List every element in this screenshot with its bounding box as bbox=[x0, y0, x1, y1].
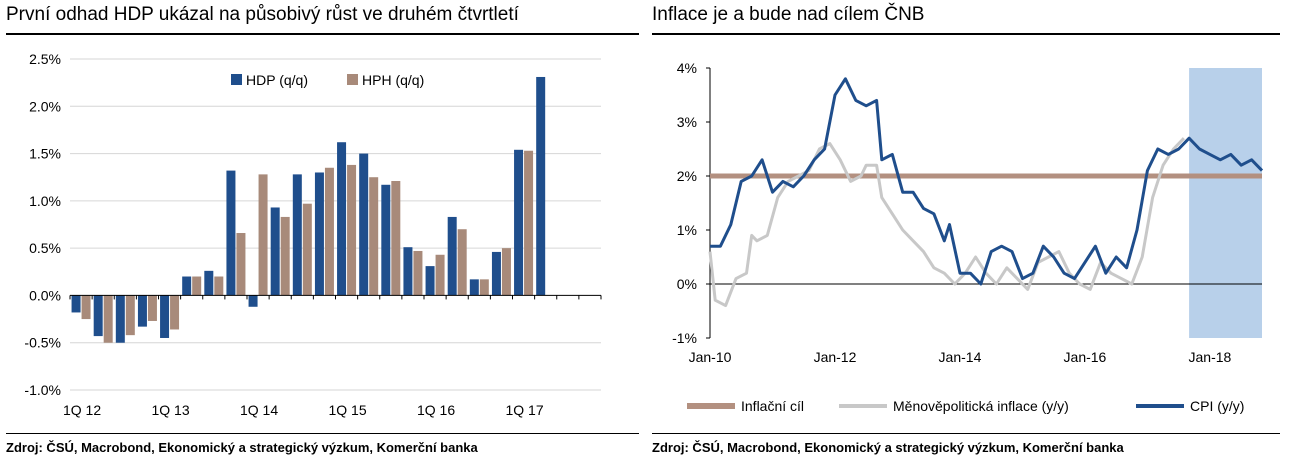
bar bbox=[391, 180, 401, 296]
bar bbox=[192, 276, 202, 296]
bar bbox=[501, 248, 511, 296]
legend-label: HDP (q/q) bbox=[246, 72, 308, 88]
y-tick-label: 2.5% bbox=[29, 51, 61, 67]
bar bbox=[81, 295, 91, 320]
y-tick-label: -1.0% bbox=[24, 382, 61, 398]
y-tick-label: 1% bbox=[677, 222, 697, 238]
bar bbox=[447, 216, 457, 296]
bar bbox=[524, 150, 534, 296]
bar bbox=[226, 170, 236, 296]
left-source-note: Zdroj: ČSÚ, Macrobond, Ekonomický a stra… bbox=[6, 440, 478, 455]
bar bbox=[270, 207, 280, 296]
right-source-rule bbox=[652, 433, 1280, 434]
y-tick-label: 2% bbox=[677, 168, 697, 184]
bar bbox=[204, 270, 214, 296]
x-tick-label: Jan-12 bbox=[814, 349, 857, 365]
bar bbox=[214, 276, 224, 296]
legend-label: HPH (q/q) bbox=[362, 72, 424, 88]
bar bbox=[469, 279, 479, 296]
left-chart-title: První odhad HDP ukázal na působivý růst … bbox=[6, 4, 519, 25]
y-tick-label: 2.0% bbox=[29, 98, 61, 114]
bar bbox=[359, 153, 369, 296]
bar bbox=[115, 295, 125, 343]
y-tick-label: 1.5% bbox=[29, 146, 61, 162]
y-tick-label: 0.5% bbox=[29, 240, 61, 256]
forecast-area bbox=[1189, 68, 1262, 338]
bar bbox=[292, 174, 302, 296]
bar bbox=[160, 295, 170, 338]
right-title-rule bbox=[652, 33, 1280, 35]
bar bbox=[248, 295, 258, 307]
left-title-rule bbox=[6, 33, 639, 35]
y-tick-label: -0.5% bbox=[24, 335, 61, 351]
bar bbox=[93, 295, 103, 337]
x-tick-label: 1Q 15 bbox=[328, 402, 366, 418]
x-tick-label: 1Q 13 bbox=[151, 402, 189, 418]
bar bbox=[403, 247, 413, 296]
bar bbox=[491, 251, 501, 296]
y-tick-label: -1% bbox=[672, 330, 697, 346]
bar bbox=[413, 250, 423, 296]
bar bbox=[258, 174, 268, 296]
series-line bbox=[708, 137, 1185, 308]
y-tick-label: 0.0% bbox=[29, 287, 61, 303]
bar bbox=[170, 295, 180, 330]
bar bbox=[280, 216, 290, 296]
bar bbox=[236, 233, 246, 296]
bar bbox=[324, 167, 334, 296]
bar bbox=[381, 184, 391, 296]
right-source-note: Zdroj: ČSÚ, Macrobond, Ekonomický a stra… bbox=[652, 440, 1124, 455]
legend-swatch bbox=[231, 74, 242, 85]
bar bbox=[182, 276, 192, 296]
bar bbox=[147, 295, 157, 321]
y-tick-label: 4% bbox=[677, 60, 697, 76]
bar bbox=[125, 295, 135, 336]
x-tick-label: Jan-18 bbox=[1189, 349, 1232, 365]
x-tick-label: 1Q 17 bbox=[505, 402, 543, 418]
bar bbox=[514, 149, 524, 296]
bar bbox=[137, 295, 147, 327]
legend-label: Inflační cíl bbox=[741, 398, 804, 414]
x-tick-label: Jan-10 bbox=[689, 349, 732, 365]
x-tick-label: Jan-16 bbox=[1064, 349, 1107, 365]
x-tick-label: 1Q 12 bbox=[63, 402, 101, 418]
legend-label: CPI (y/y) bbox=[1190, 398, 1244, 414]
legend-label: Měnověpolitická inflace (y/y) bbox=[893, 398, 1069, 414]
right-chart-title: Inflace je a bude nad cílem ČNB bbox=[652, 4, 925, 25]
bar bbox=[435, 254, 445, 296]
bar bbox=[479, 279, 489, 296]
x-tick-label: 1Q 16 bbox=[417, 402, 455, 418]
bar bbox=[425, 266, 435, 296]
legend-swatch bbox=[347, 74, 358, 85]
bar bbox=[536, 76, 546, 296]
bar bbox=[347, 164, 357, 296]
bar bbox=[103, 295, 113, 343]
y-tick-label: 3% bbox=[677, 114, 697, 130]
bar bbox=[337, 142, 347, 296]
bar bbox=[457, 229, 467, 296]
y-tick-label: 1.0% bbox=[29, 193, 61, 209]
series-line bbox=[710, 77, 1264, 286]
left-source-rule bbox=[6, 433, 639, 434]
bar bbox=[314, 172, 324, 296]
x-tick-label: 1Q 14 bbox=[240, 402, 278, 418]
bar bbox=[369, 177, 379, 296]
bar bbox=[71, 295, 81, 313]
bar bbox=[302, 203, 312, 296]
x-tick-label: Jan-14 bbox=[939, 349, 982, 365]
y-tick-label: 0% bbox=[677, 276, 697, 292]
